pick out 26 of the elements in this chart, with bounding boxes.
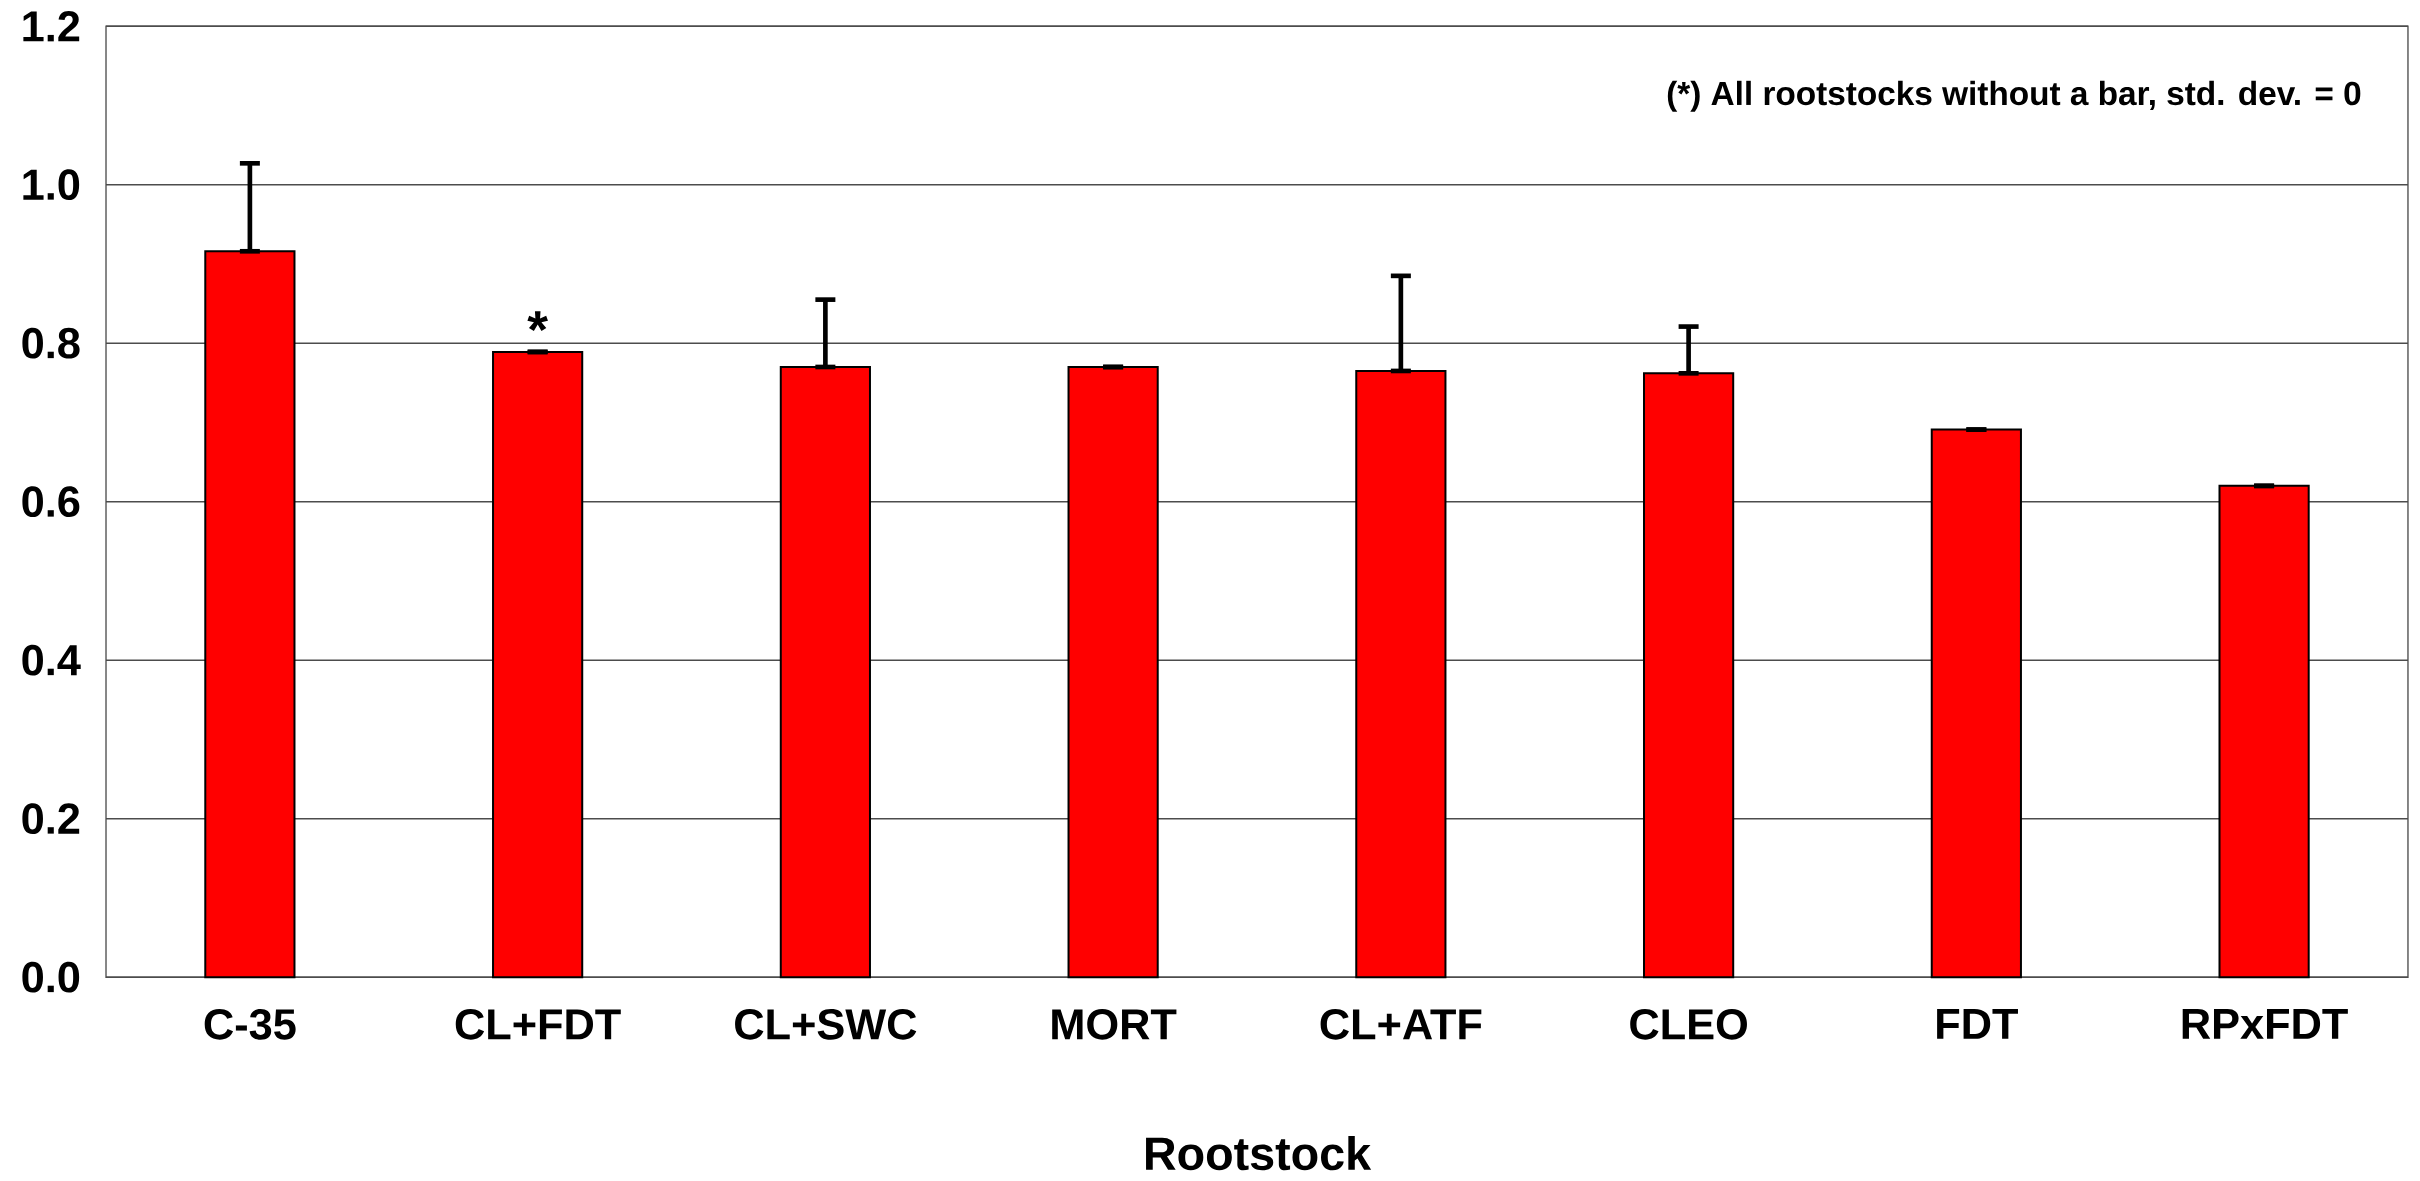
bar	[492, 350, 584, 979]
bar	[204, 250, 296, 979]
x-tick-label: MORT	[1052, 1008, 1177, 1040]
bar	[1643, 372, 1735, 979]
y-tick-label: 1.0	[23, 169, 80, 200]
x-tick-label: CL+FDT	[455, 1008, 621, 1040]
y-tick-label: 0.0	[22, 961, 80, 993]
y-tick-label: 1.2	[23, 10, 80, 42]
x-tick-label: CLEO	[1630, 1008, 1747, 1040]
y-tick-label: 0.6	[22, 486, 80, 517]
x-tick-label: CL+ATF	[1320, 1008, 1482, 1040]
annotation: (*) All rootstocks without a bar, std. dev. = 0	[1667, 80, 2361, 112]
bar	[1067, 365, 1159, 979]
y-tick-label: 0.8	[22, 327, 80, 359]
x-axis-title: Rootstock	[1146, 1135, 1372, 1171]
x-tick-label: FDT	[1937, 1008, 2018, 1039]
x-tick-label: CL+SWC	[735, 1008, 917, 1040]
y-tick-label: 0.4	[22, 644, 81, 676]
bar	[1930, 428, 2022, 979]
bar	[1355, 369, 1447, 979]
bar	[2218, 484, 2310, 979]
x-tick-label: C-35	[204, 1008, 296, 1040]
y-tick-label: 0.2	[22, 803, 80, 834]
x-tick-label: RPxFDT	[2182, 1008, 2348, 1039]
bar	[779, 365, 871, 979]
annotation: *	[527, 311, 548, 331]
